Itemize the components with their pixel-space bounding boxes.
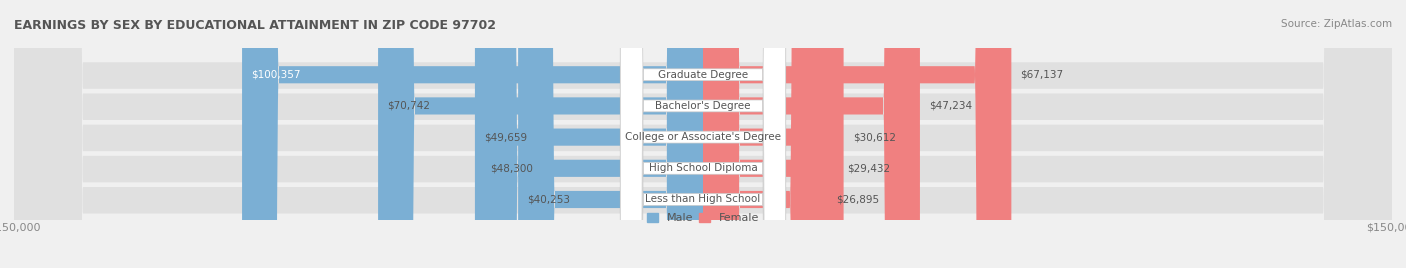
Text: $70,742: $70,742 <box>387 101 430 111</box>
Text: $67,137: $67,137 <box>1021 70 1064 80</box>
Text: $40,253: $40,253 <box>527 195 571 204</box>
Text: Bachelor's Degree: Bachelor's Degree <box>655 101 751 111</box>
Legend: Male, Female: Male, Female <box>643 209 763 228</box>
Text: $49,659: $49,659 <box>484 132 527 142</box>
FancyBboxPatch shape <box>620 0 786 268</box>
Text: $29,432: $29,432 <box>848 163 890 173</box>
FancyBboxPatch shape <box>703 0 920 268</box>
Text: $48,300: $48,300 <box>491 163 533 173</box>
FancyBboxPatch shape <box>703 0 827 268</box>
Text: EARNINGS BY SEX BY EDUCATIONAL ATTAINMENT IN ZIP CODE 97702: EARNINGS BY SEX BY EDUCATIONAL ATTAINMEN… <box>14 19 496 32</box>
FancyBboxPatch shape <box>620 0 786 268</box>
FancyBboxPatch shape <box>620 0 786 268</box>
Text: College or Associate's Degree: College or Associate's Degree <box>626 132 780 142</box>
FancyBboxPatch shape <box>14 0 1392 268</box>
Text: $47,234: $47,234 <box>929 101 973 111</box>
Text: Graduate Degree: Graduate Degree <box>658 70 748 80</box>
FancyBboxPatch shape <box>14 0 1392 268</box>
Text: Less than High School: Less than High School <box>645 195 761 204</box>
FancyBboxPatch shape <box>242 0 703 268</box>
FancyBboxPatch shape <box>481 0 703 268</box>
FancyBboxPatch shape <box>703 0 844 268</box>
Text: $100,357: $100,357 <box>252 70 301 80</box>
FancyBboxPatch shape <box>620 0 786 268</box>
Text: $26,895: $26,895 <box>835 195 879 204</box>
FancyBboxPatch shape <box>475 0 703 268</box>
Text: Source: ZipAtlas.com: Source: ZipAtlas.com <box>1281 19 1392 29</box>
FancyBboxPatch shape <box>519 0 703 268</box>
FancyBboxPatch shape <box>14 0 1392 268</box>
FancyBboxPatch shape <box>703 0 838 268</box>
FancyBboxPatch shape <box>378 0 703 268</box>
FancyBboxPatch shape <box>14 0 1392 268</box>
FancyBboxPatch shape <box>620 0 786 268</box>
Text: $30,612: $30,612 <box>853 132 896 142</box>
FancyBboxPatch shape <box>14 0 1392 268</box>
Text: High School Diploma: High School Diploma <box>648 163 758 173</box>
FancyBboxPatch shape <box>703 0 1011 268</box>
